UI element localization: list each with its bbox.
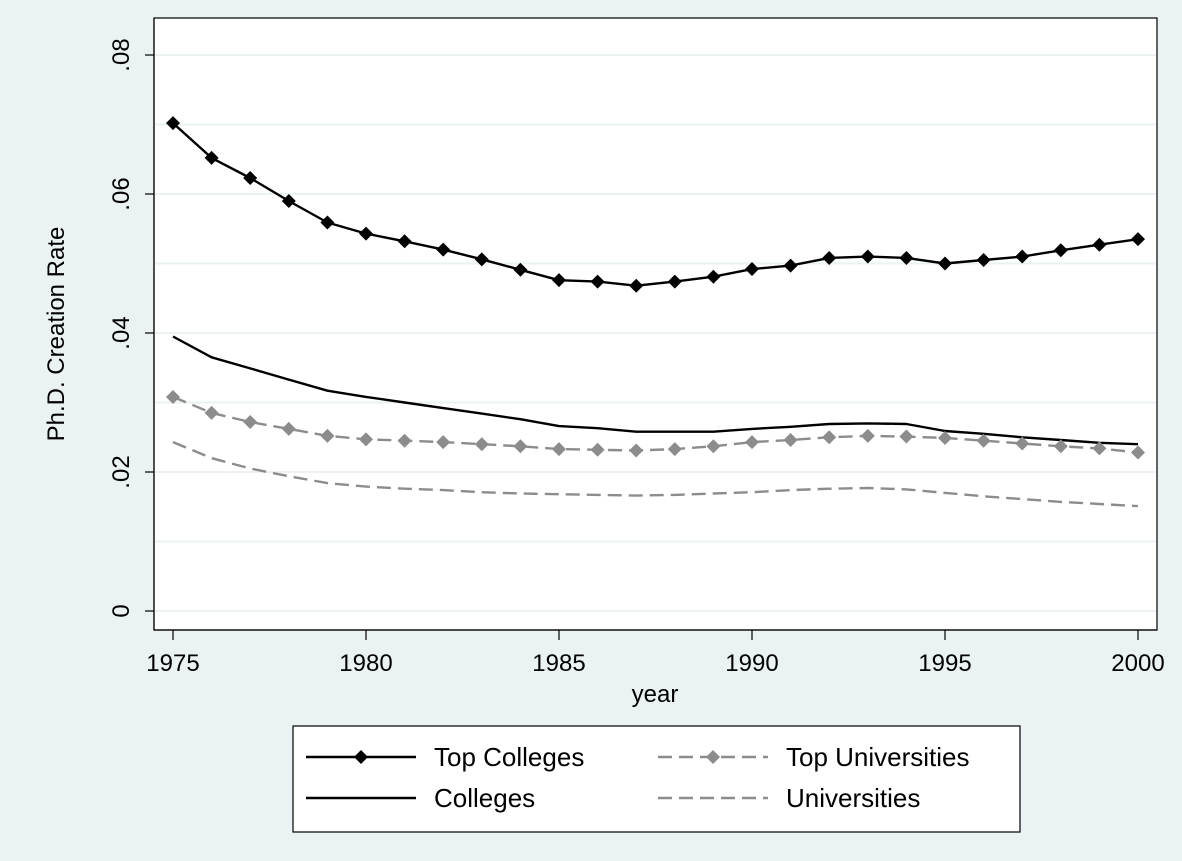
data-point (166, 116, 180, 131)
data-point (976, 433, 991, 448)
data-point (320, 215, 335, 230)
data-point (281, 193, 296, 208)
data-point (1131, 232, 1145, 247)
y-tick-label: .08 (108, 38, 135, 71)
data-point (706, 439, 721, 454)
x-tick-label: 2000 (1111, 650, 1164, 677)
data-point (590, 442, 605, 457)
data-point (243, 414, 258, 429)
data-point (436, 242, 451, 257)
x-tick-label: 1990 (725, 650, 778, 677)
x-axis: 1975 1980 1985 1990 1995 2000 (146, 629, 1165, 677)
data-point (706, 269, 721, 284)
legend: Top Colleges Top Universities Colleges Univ… (292, 725, 1021, 833)
data-point (281, 421, 296, 436)
data-point (397, 433, 412, 448)
legend-items: Top Colleges Top Universities Colleges Univ… (306, 742, 970, 813)
series-top-universities (166, 389, 1145, 460)
y-tick-label: .02 (108, 455, 135, 488)
plot-area (153, 17, 1158, 631)
gridlines (155, 54, 1156, 612)
data-point (552, 273, 566, 288)
y-axis: 0 .02 .04 .06 .08 (108, 18, 155, 630)
data-point (783, 258, 798, 273)
legend-label: Top Universities (786, 742, 970, 772)
data-point (359, 226, 373, 241)
series-line-universities (172, 440, 1139, 508)
data-point (359, 432, 373, 447)
data-point (474, 437, 489, 452)
data-point (822, 430, 837, 445)
y-tick-label: .06 (108, 177, 135, 210)
data-point (976, 253, 991, 268)
data-point (1131, 445, 1145, 460)
data-point (166, 389, 180, 404)
data-point (629, 278, 644, 293)
x-tick-label: 1995 (918, 650, 971, 677)
legend-box (292, 725, 1021, 833)
y-tick-label: .04 (108, 316, 135, 349)
data-point (1053, 243, 1068, 258)
data-point (899, 250, 914, 265)
data-point (938, 256, 952, 271)
data-point (320, 428, 335, 443)
data-point (1092, 237, 1107, 252)
series-layer (166, 116, 1145, 508)
legend-marker (354, 750, 368, 764)
data-point (1092, 441, 1107, 456)
y-axis-title: Ph.D. Creation Rate (43, 227, 70, 442)
data-point (667, 442, 682, 457)
legend-item-top-universities: Top Universities (658, 742, 970, 772)
data-point (745, 435, 759, 450)
data-point (745, 262, 759, 277)
x-tick-label: 1980 (339, 650, 392, 677)
data-point (860, 249, 875, 264)
legend-marker (706, 750, 720, 764)
data-point (1015, 249, 1030, 264)
data-point (552, 442, 566, 457)
x-tick-label: 1985 (532, 650, 585, 677)
data-point (243, 171, 258, 186)
series-colleges (172, 335, 1139, 446)
data-point (629, 443, 644, 458)
data-point (938, 430, 952, 445)
legend-label: Top Colleges (434, 742, 584, 772)
data-point (667, 274, 682, 289)
data-point (822, 250, 837, 265)
data-point (513, 439, 528, 454)
x-axis-title: year (632, 681, 679, 708)
y-tick-label: 0 (108, 604, 135, 617)
data-point (513, 262, 528, 277)
data-point (436, 435, 451, 450)
data-point (397, 234, 412, 249)
legend-label: Colleges (434, 783, 535, 813)
data-point (1053, 439, 1068, 454)
series-top-colleges (166, 116, 1145, 293)
data-point (860, 428, 875, 443)
legend-item-top-colleges: Top Colleges (306, 742, 584, 772)
data-point (899, 429, 914, 444)
legend-label: Universities (786, 783, 920, 813)
data-point (590, 274, 605, 289)
data-point (204, 405, 219, 420)
data-point (474, 252, 489, 267)
x-tick-label: 1975 (146, 650, 199, 677)
series-line-colleges (172, 335, 1139, 446)
legend-item-colleges: Colleges (306, 783, 535, 813)
legend-item-universities: Universities (658, 783, 920, 813)
data-point (204, 150, 219, 165)
series-universities (172, 440, 1139, 508)
data-point (783, 433, 798, 448)
data-point (1015, 436, 1030, 451)
